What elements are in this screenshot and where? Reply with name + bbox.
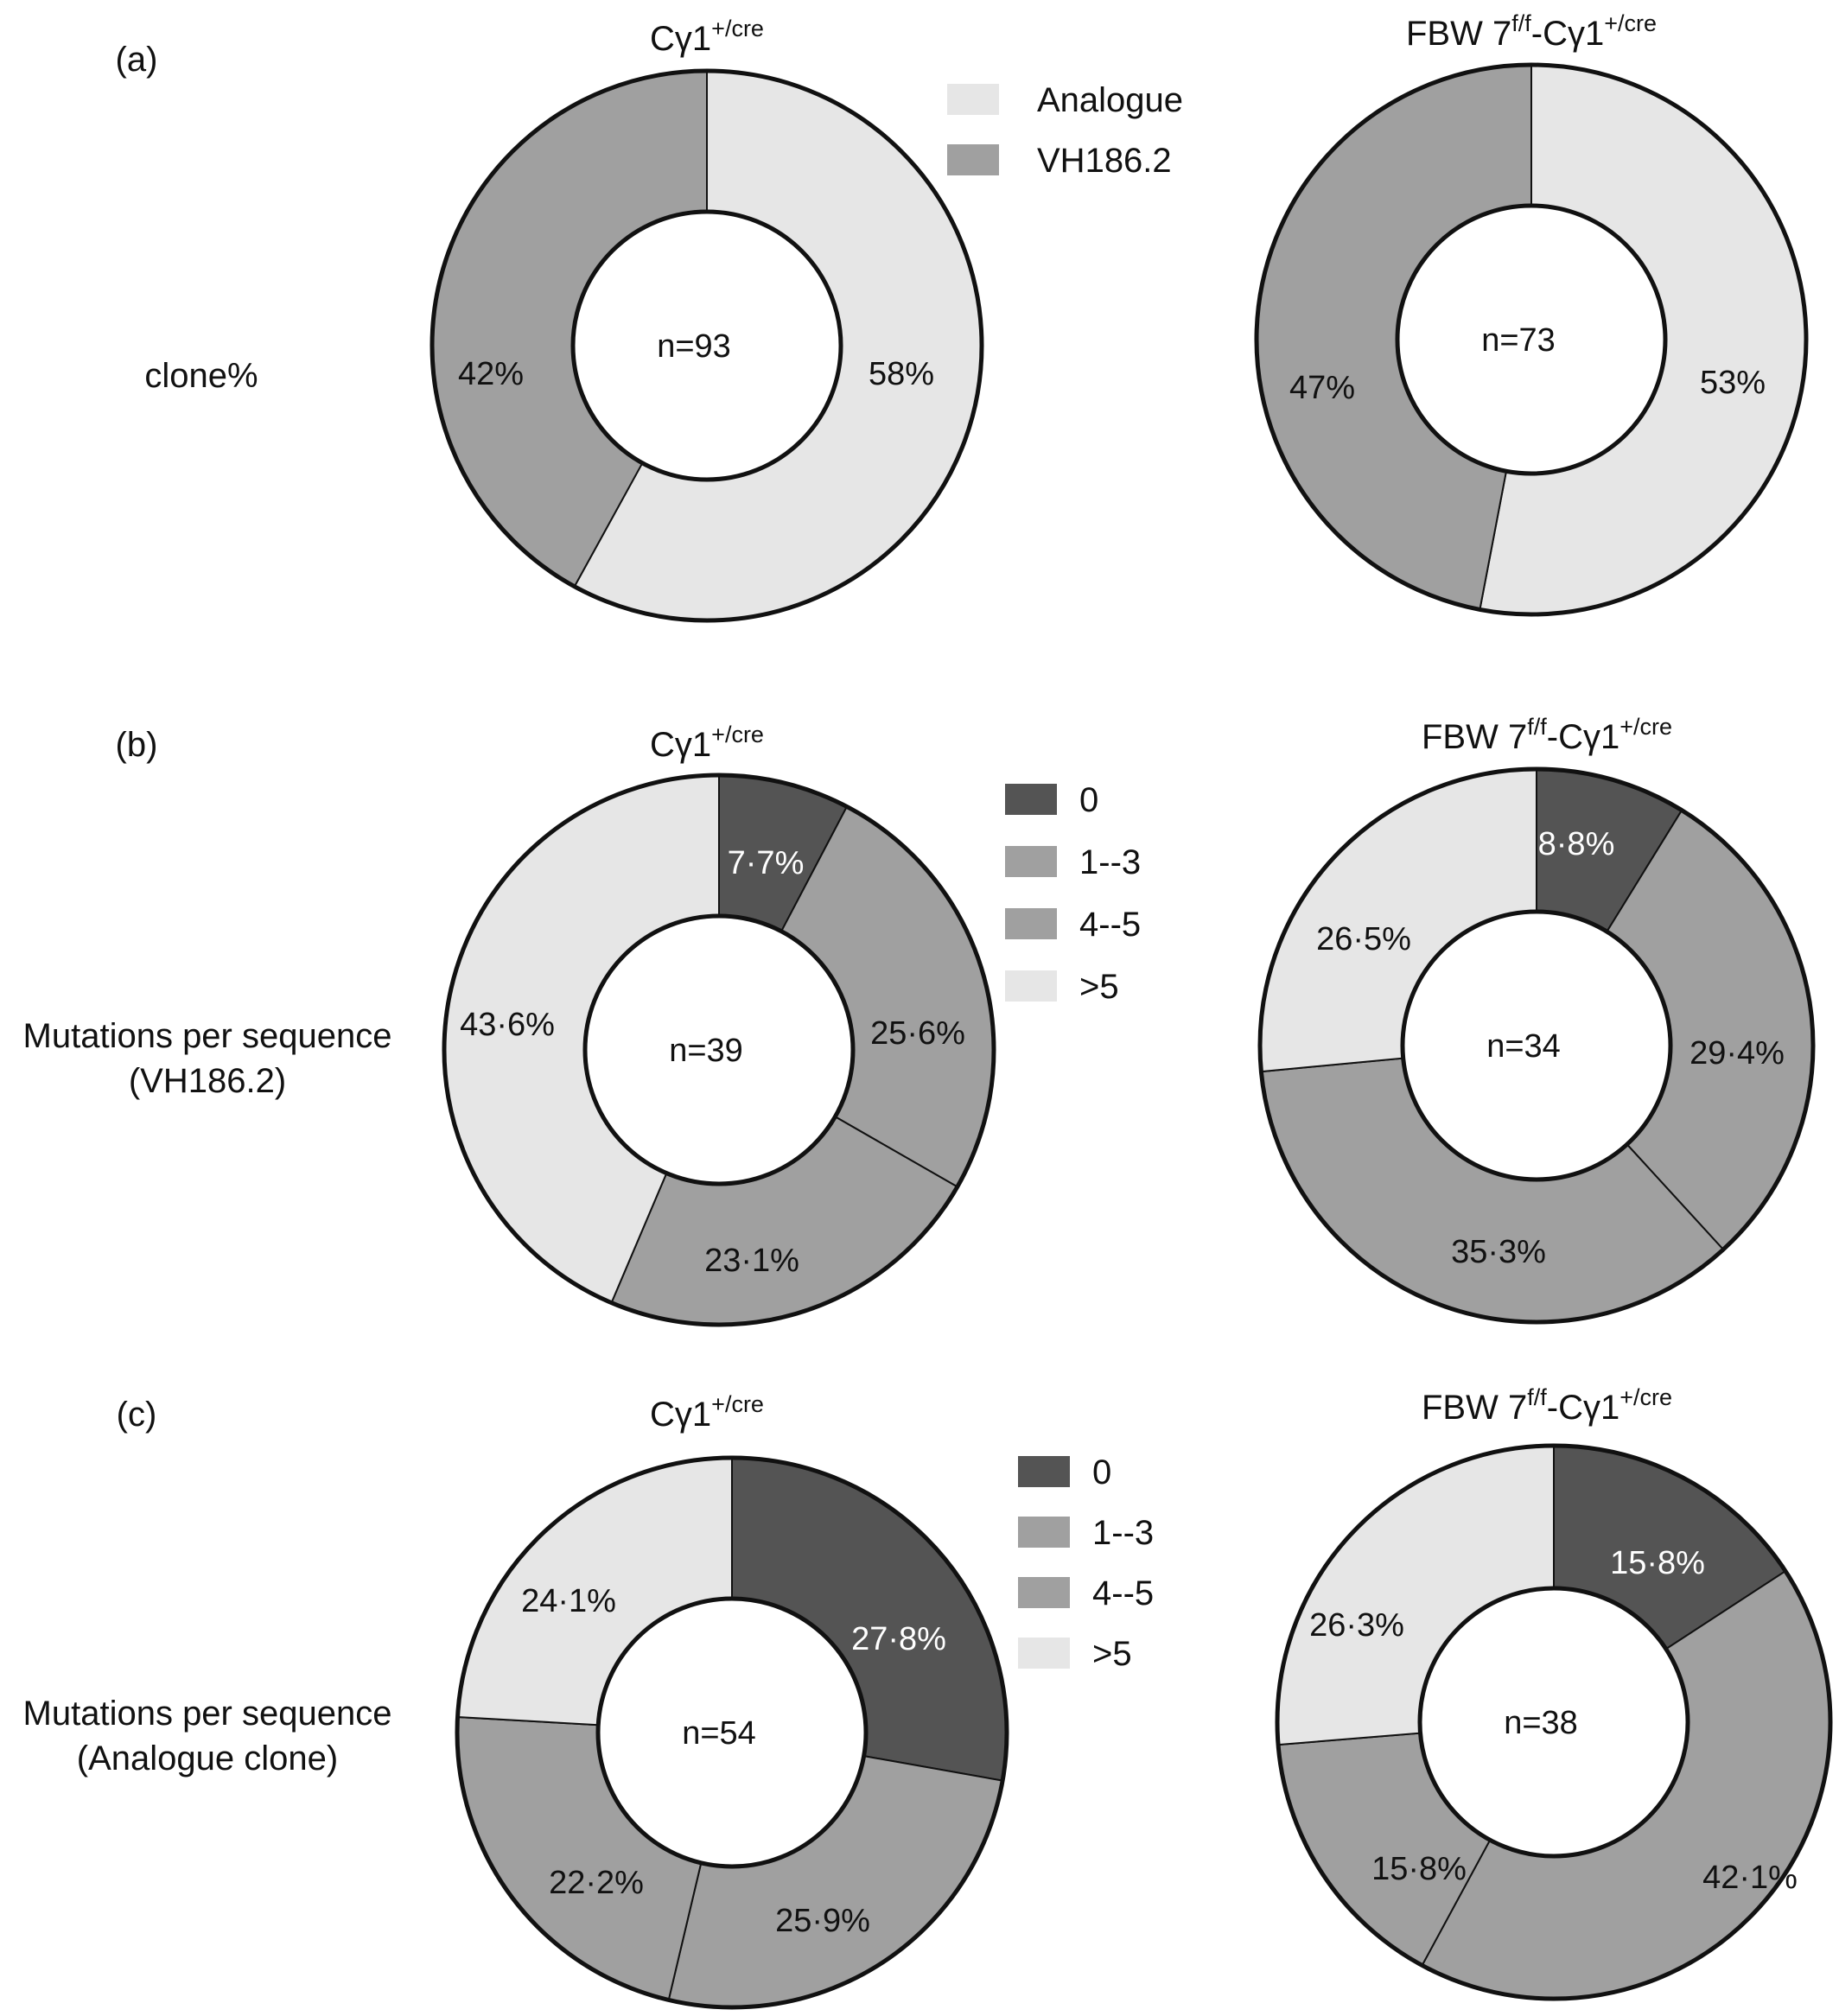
donut-1-1: n=34 8·8% 29·4% 35·3% 26·5% <box>1257 766 1816 1325</box>
outer-ring-1-0 <box>442 773 996 1327</box>
slice-label-2-0-2: 22·2% <box>549 1865 644 1901</box>
column-title-1-1: FBW 7f/f-Cγ1+/cre <box>1422 714 1672 756</box>
legend-2: 0 1--3 4--5 >5 <box>1018 1453 1154 1673</box>
donut-2-0: n=54 27·8% 25·9% 22·2% 24·1% <box>455 1455 1009 2010</box>
inner-ring-0-1 <box>1395 203 1668 476</box>
legend-label-1-1: 1--3 <box>1079 843 1141 881</box>
slice-label-2-1-3: 26·3% <box>1309 1607 1404 1644</box>
center-label-1-1: n=34 <box>1486 1028 1561 1065</box>
center-label-2-1: n=38 <box>1504 1705 1578 1741</box>
column-title-0-0: Cγ1+/cre <box>650 16 764 58</box>
panel-letter-0: (a) <box>116 41 158 79</box>
slice-label-1-1-1: 29·4% <box>1689 1035 1785 1072</box>
row-label-1-line-0: Mutations per sequence <box>23 1017 392 1055</box>
inner-ring-2-1 <box>1417 1586 1690 1859</box>
panel-letter-1: (b) <box>116 726 158 764</box>
slice-label-0-1-1: 47% <box>1289 370 1355 406</box>
slice-1-1-2 <box>1260 1057 1725 1323</box>
inner-ring-2-0 <box>595 1596 869 1869</box>
legend-label-2-2: 4--5 <box>1092 1574 1154 1612</box>
legend-swatch-2-1 <box>1018 1517 1070 1548</box>
inner-ring-1-1 <box>1400 909 1673 1182</box>
inner-ring-1-0 <box>582 913 856 1186</box>
legend-swatch-2-0 <box>1018 1456 1070 1487</box>
slice-label-0-1-0: 53% <box>1700 365 1766 401</box>
slice-label-1-0-0: 7·7% <box>728 845 805 881</box>
legend-1: 0 1--3 4--5 >5 <box>1005 781 1141 1006</box>
slice-label-2-0-0: 27·8% <box>851 1621 946 1657</box>
slice-label-0-0-0: 58% <box>869 356 934 392</box>
legend-label-2-0: 0 <box>1092 1453 1111 1491</box>
column-title-2-0: Cγ1+/cre <box>650 1391 764 1434</box>
slice-label-1-1-3: 26·5% <box>1316 921 1411 957</box>
slice-2-0-0 <box>731 1456 1008 1782</box>
panel-letter-2: (c) <box>117 1396 157 1434</box>
column-title-0-1: FBW 7f/f-Cγ1+/cre <box>1406 10 1657 53</box>
legend-label-1-2: 4--5 <box>1079 906 1141 944</box>
slice-label-1-0-2: 23·1% <box>704 1243 799 1279</box>
row-label-2-line-0: Mutations per sequence <box>23 1695 392 1733</box>
center-label-1-0: n=39 <box>669 1033 743 1069</box>
outer-ring-0-0 <box>430 68 984 623</box>
slice-label-2-0-1: 25·9% <box>775 1903 870 1939</box>
slice-label-2-1-1: 42·1% <box>1702 1860 1798 1896</box>
donut-0-0: n=93 58% 42% <box>430 68 984 623</box>
slice-label-1-1-0: 8·8% <box>1538 826 1615 862</box>
legend-swatch-1-1 <box>1005 846 1057 877</box>
outer-ring-2-1 <box>1275 1443 1833 2001</box>
legend-label-2-1: 1--3 <box>1092 1514 1154 1552</box>
slice-label-2-0-3: 24·1% <box>521 1583 616 1619</box>
legend-swatch-0-0 <box>947 84 999 115</box>
slice-label-1-0-3: 43·6% <box>460 1007 555 1043</box>
donut-2-1: n=38 15·8% 42·1% 15·8% 26·3% <box>1275 1443 1833 2001</box>
center-label-0-1: n=73 <box>1481 322 1556 359</box>
legend-swatch-0-1 <box>947 144 999 175</box>
legend-label-2-3: >5 <box>1092 1635 1132 1673</box>
column-title-1-0: Cγ1+/cre <box>650 722 764 764</box>
outer-ring-0-1 <box>1254 62 1809 617</box>
center-label-2-0: n=54 <box>682 1715 756 1752</box>
legend-0: Analogue VH186.2 <box>947 81 1183 180</box>
inner-ring-0-0 <box>570 209 843 482</box>
legend-swatch-1-2 <box>1005 908 1057 939</box>
column-title-2-1: FBW 7f/f-Cγ1+/cre <box>1422 1384 1672 1427</box>
slice-label-2-1-2: 15·8% <box>1371 1851 1467 1887</box>
legend-swatch-2-2 <box>1018 1577 1070 1608</box>
slice-label-1-0-1: 25·6% <box>870 1015 965 1052</box>
slice-2-0-1 <box>667 1754 1004 2009</box>
legend-label-1-0: 0 <box>1079 781 1098 819</box>
outer-ring-1-1 <box>1257 766 1816 1325</box>
legend-swatch-1-3 <box>1005 970 1057 1002</box>
row-label-2-line-1: (Analogue clone) <box>77 1739 338 1778</box>
outer-ring-2-0 <box>455 1455 1009 2010</box>
legend-label-0-0: Analogue <box>1037 81 1183 119</box>
slice-label-1-1-2: 35·3% <box>1451 1234 1546 1270</box>
legend-swatch-2-3 <box>1018 1638 1070 1669</box>
center-label-0-0: n=93 <box>657 328 731 365</box>
slice-label-0-0-1: 42% <box>458 356 524 392</box>
row-label-0-line-0: clone% <box>144 357 258 395</box>
legend-label-0-1: VH186.2 <box>1037 142 1172 180</box>
legend-swatch-1-0 <box>1005 784 1057 815</box>
slice-2-1-1 <box>1421 1569 1831 2000</box>
donut-1-0: n=39 7·7% 25·6% 23·1% 43·6% <box>442 773 996 1327</box>
donut-0-1: n=73 53% 47% <box>1254 62 1809 617</box>
row-label-1-line-1: (VH186.2) <box>129 1062 286 1100</box>
legend-label-1-3: >5 <box>1079 968 1119 1006</box>
slice-label-2-1-0: 15·8% <box>1610 1545 1705 1581</box>
slice-2-0-2 <box>456 1715 703 2001</box>
